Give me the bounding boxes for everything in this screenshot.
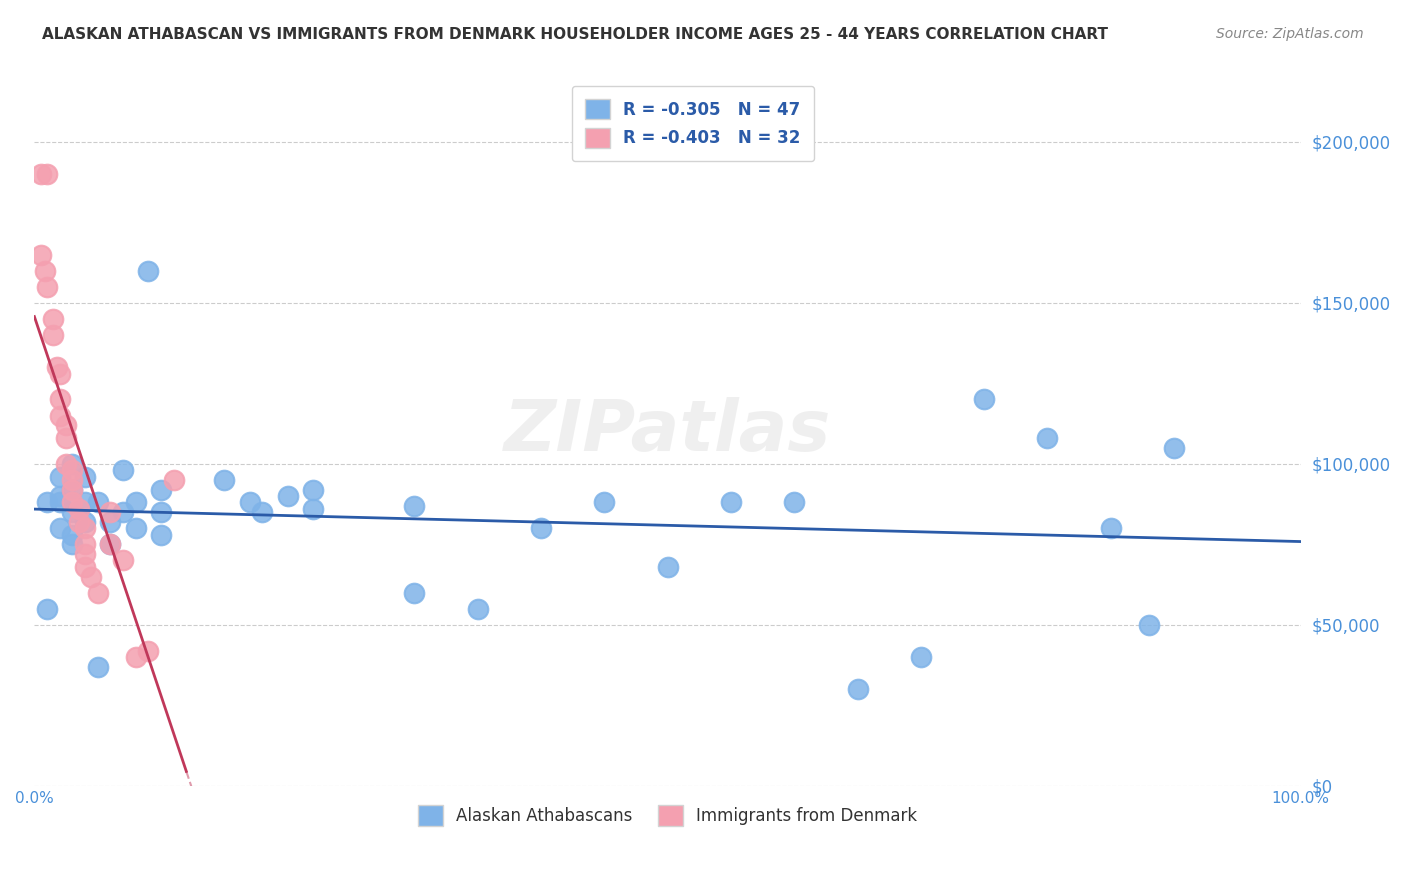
- Point: [60, 483, 83, 497]
- Point: [973, 392, 995, 407]
- Point: [55, 418, 77, 433]
- Point: [34, 263, 56, 277]
- Point: [783, 495, 806, 509]
- Point: [60, 463, 83, 477]
- Point: [55, 431, 77, 445]
- Point: [48, 489, 70, 503]
- Point: [125, 521, 148, 535]
- Point: [404, 499, 426, 513]
- Point: [910, 650, 932, 665]
- Point: [150, 483, 173, 497]
- Point: [1036, 431, 1059, 445]
- Point: [35, 279, 58, 293]
- Text: ZIPatlas: ZIPatlas: [503, 397, 831, 467]
- Text: Source: ZipAtlas.com: Source: ZipAtlas.com: [1216, 27, 1364, 41]
- Point: [60, 457, 83, 471]
- Point: [98, 505, 121, 519]
- Point: [42, 312, 65, 326]
- Point: [46, 360, 69, 375]
- Point: [60, 483, 83, 497]
- Point: [1137, 617, 1160, 632]
- Point: [111, 463, 134, 477]
- Point: [163, 473, 186, 487]
- Point: [125, 495, 148, 509]
- Point: [277, 489, 299, 503]
- Point: [86, 659, 108, 673]
- Point: [86, 585, 108, 599]
- Point: [73, 515, 96, 529]
- Text: ALASKAN ATHABASCAN VS IMMIGRANTS FROM DENMARK HOUSEHOLDER INCOME AGES 25 - 44 YE: ALASKAN ATHABASCAN VS IMMIGRANTS FROM DE…: [42, 27, 1108, 42]
- Point: [846, 682, 869, 697]
- Point: [48, 521, 70, 535]
- Point: [35, 601, 58, 615]
- Point: [111, 553, 134, 567]
- Legend: Alaskan Athabascans, Immigrants from Denmark: Alaskan Athabascans, Immigrants from Den…: [409, 797, 925, 834]
- Point: [302, 483, 325, 497]
- Point: [48, 469, 70, 483]
- Point: [67, 515, 90, 529]
- Point: [1163, 441, 1185, 455]
- Point: [593, 495, 616, 509]
- Point: [98, 537, 121, 551]
- Point: [657, 559, 679, 574]
- Point: [720, 495, 742, 509]
- Point: [48, 495, 70, 509]
- Point: [302, 502, 325, 516]
- Point: [138, 643, 160, 657]
- Point: [73, 521, 96, 535]
- Point: [73, 537, 96, 551]
- Point: [60, 505, 83, 519]
- Point: [150, 505, 173, 519]
- Point: [30, 247, 52, 261]
- Point: [1099, 521, 1122, 535]
- Point: [60, 527, 83, 541]
- Point: [48, 409, 70, 423]
- Point: [125, 650, 148, 665]
- Point: [60, 473, 83, 487]
- Point: [239, 495, 262, 509]
- Point: [98, 515, 121, 529]
- Point: [98, 537, 121, 551]
- Point: [252, 505, 274, 519]
- Point: [73, 469, 96, 483]
- Point: [111, 505, 134, 519]
- Point: [138, 263, 160, 277]
- Point: [35, 167, 58, 181]
- Point: [73, 495, 96, 509]
- Point: [86, 495, 108, 509]
- Point: [73, 547, 96, 561]
- Point: [42, 328, 65, 343]
- Point: [35, 495, 58, 509]
- Point: [530, 521, 553, 535]
- Point: [80, 569, 103, 583]
- Point: [60, 537, 83, 551]
- Point: [150, 527, 173, 541]
- Point: [48, 392, 70, 407]
- Point: [55, 457, 77, 471]
- Point: [214, 473, 236, 487]
- Point: [73, 559, 96, 574]
- Point: [60, 495, 83, 509]
- Point: [48, 367, 70, 381]
- Point: [404, 585, 426, 599]
- Point: [67, 502, 90, 516]
- Point: [30, 167, 52, 181]
- Point: [467, 601, 489, 615]
